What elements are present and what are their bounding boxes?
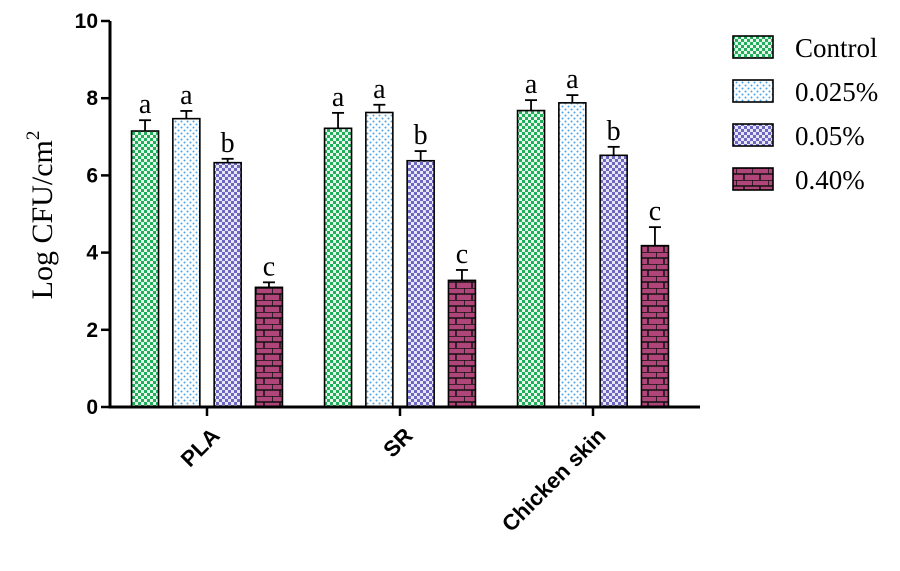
- legend-swatch: [732, 35, 774, 59]
- significance-letter-2-0: a: [525, 69, 538, 100]
- legend-swatch: [732, 79, 774, 103]
- y-tick-label: 4: [86, 242, 98, 265]
- bar-0-0: [130, 130, 160, 408]
- bar-1-3: [447, 279, 477, 408]
- legend-label: Control: [795, 33, 878, 63]
- bar-0-3: [254, 286, 284, 408]
- y-tick-label: 8: [86, 87, 98, 110]
- legend-label: 0.025%: [795, 77, 878, 107]
- legend-swatch: [732, 123, 774, 147]
- significance-letter-1-2: b: [414, 120, 428, 151]
- significance-letter-0-3: c: [263, 251, 275, 282]
- bar-0-2: [213, 161, 242, 408]
- significance-letter-0-1: a: [180, 80, 193, 111]
- significance-letter-1-3: c: [456, 239, 468, 270]
- bar-1-1: [365, 111, 394, 408]
- bar-1-2: [406, 159, 435, 408]
- x-category-label: SR: [378, 423, 417, 462]
- legend-swatch: [732, 167, 774, 191]
- significance-letter-2-2: b: [607, 116, 621, 147]
- bar-2-3: [640, 244, 670, 408]
- y-axis-title-text: Log CFU/cm: [26, 140, 59, 299]
- x-category-label: Chicken skin: [497, 423, 611, 537]
- bar-2-2: [599, 154, 628, 408]
- y-tick-label: 2: [86, 319, 98, 342]
- significance-letter-1-0: a: [332, 82, 345, 113]
- y-tick-label: 6: [86, 164, 98, 187]
- significance-letter-2-3: c: [649, 196, 661, 227]
- bar-2-1: [558, 102, 587, 408]
- bar-1-0: [323, 127, 353, 408]
- y-tick-label: 10: [75, 10, 98, 33]
- legend-label: 0.40%: [795, 165, 865, 195]
- legend: Control 0.025% 0.05% 0.40%: [732, 33, 878, 195]
- y-axis-title-superscript: 2: [23, 131, 44, 141]
- legend-label: 0.05%: [795, 121, 865, 151]
- y-axis-title: Log CFU/cm2: [23, 131, 59, 300]
- bar-2-0: [516, 109, 546, 408]
- y-tick-label: 0: [86, 396, 98, 419]
- bar-0-1: [172, 117, 201, 408]
- significance-letter-2-1: a: [566, 64, 579, 95]
- significance-letter-1-1: a: [373, 74, 386, 105]
- x-category-label: PLA: [176, 423, 225, 472]
- significance-letter-0-2: b: [221, 128, 235, 159]
- significance-letter-0-0: a: [139, 89, 152, 120]
